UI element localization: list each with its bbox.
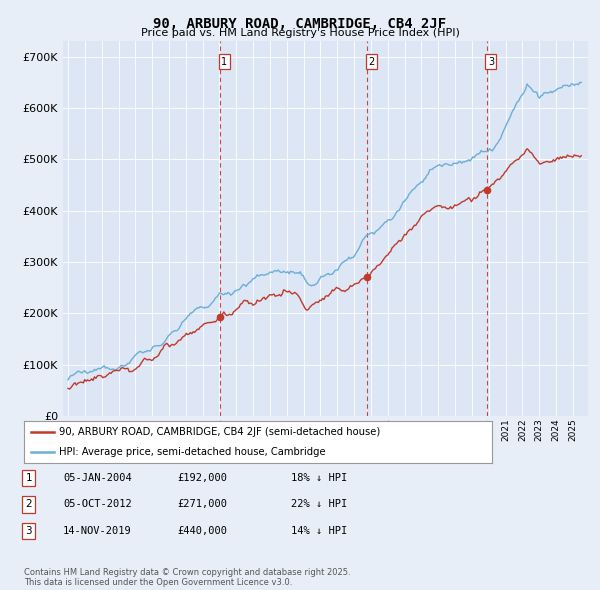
Text: 18% ↓ HPI: 18% ↓ HPI [291,473,347,483]
Text: 14% ↓ HPI: 14% ↓ HPI [291,526,347,536]
Text: 3: 3 [25,526,32,536]
Text: Price paid vs. HM Land Registry's House Price Index (HPI): Price paid vs. HM Land Registry's House … [140,28,460,38]
Text: 1: 1 [221,57,227,67]
Text: 22% ↓ HPI: 22% ↓ HPI [291,500,347,509]
Text: 05-OCT-2012: 05-OCT-2012 [63,500,132,509]
Text: 2: 2 [25,500,32,509]
Text: HPI: Average price, semi-detached house, Cambridge: HPI: Average price, semi-detached house,… [59,447,326,457]
Text: 2: 2 [368,57,374,67]
Text: Contains HM Land Registry data © Crown copyright and database right 2025.
This d: Contains HM Land Registry data © Crown c… [24,568,350,587]
Text: 90, ARBURY ROAD, CAMBRIDGE, CB4 2JF: 90, ARBURY ROAD, CAMBRIDGE, CB4 2JF [154,17,446,31]
Text: 14-NOV-2019: 14-NOV-2019 [63,526,132,536]
Text: 1: 1 [25,473,32,483]
Text: £192,000: £192,000 [177,473,227,483]
Text: £271,000: £271,000 [177,500,227,509]
Text: £440,000: £440,000 [177,526,227,536]
Text: 3: 3 [488,57,494,67]
Text: 05-JAN-2004: 05-JAN-2004 [63,473,132,483]
Text: 90, ARBURY ROAD, CAMBRIDGE, CB4 2JF (semi-detached house): 90, ARBURY ROAD, CAMBRIDGE, CB4 2JF (sem… [59,427,380,437]
